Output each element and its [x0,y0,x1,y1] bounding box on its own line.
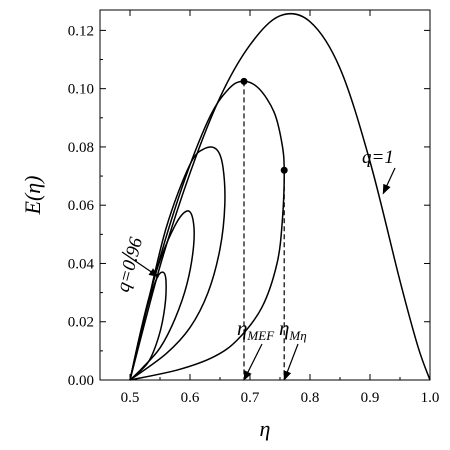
annotation-arrow-0 [382,167,396,195]
y-tick-label: 0.06 [68,198,95,214]
annotation-q1: q=1 [362,147,394,168]
eta-meta-subscript: Mη [288,328,306,343]
curve-2 [129,146,226,381]
curve-1 [129,80,285,381]
x-tick-label: 0.7 [241,390,260,406]
curve-3 [129,210,195,381]
y-tick-label: 0.10 [68,82,94,98]
curve-4 [129,271,167,381]
eta-mef-symbol: η [237,316,247,340]
annotation-arrows [121,167,396,381]
y-axis-title: E(η) [20,175,45,215]
y-tick-label: 0.08 [68,140,94,156]
x-axis-title: η [260,416,271,441]
x-tick-label: 0.8 [301,390,320,406]
marker-point-1 [280,166,288,174]
curve-markers [240,77,288,174]
marker-point-0 [240,77,248,85]
annotation-arrow-2 [243,343,263,381]
plot-frame [99,9,431,381]
y-tick-label: 0.02 [68,315,94,331]
eta-mef-subscript: MEF [246,328,275,343]
curve-0 [129,12,431,381]
annotation-q096: q=0.96 [113,235,148,295]
y-tick-label: 0.00 [68,373,94,389]
eta-meta-symbol: η [279,316,289,340]
curves [129,12,431,381]
x-tick-label: 0.9 [361,390,380,406]
x-tick-label: 1.0 [421,390,440,406]
y-tick-label: 0.12 [68,23,94,39]
annotation-eta-meta: ηMη [279,316,307,343]
y-tick-label: 0.04 [68,256,95,272]
axis-ticks: 0.5 0.6 0.7 0.8 0.9 1.0 0.00 0.02 0.04 0.06 0.08 0.… [68,10,440,406]
annotation-arrow-1 [121,251,160,278]
annotation-arrow-3 [283,343,299,381]
annotation-eta-mef: ηMEF [237,316,275,343]
x-tick-label: 0.6 [181,390,200,406]
dashed-drop-lines [243,81,285,380]
x-tick-label: 0.5 [121,390,140,406]
